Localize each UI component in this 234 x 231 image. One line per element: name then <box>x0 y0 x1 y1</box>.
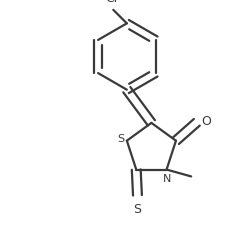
Text: Cl: Cl <box>105 0 117 5</box>
Text: S: S <box>133 203 142 216</box>
Text: N: N <box>163 174 171 185</box>
Text: O: O <box>201 115 211 128</box>
Text: S: S <box>117 134 124 144</box>
